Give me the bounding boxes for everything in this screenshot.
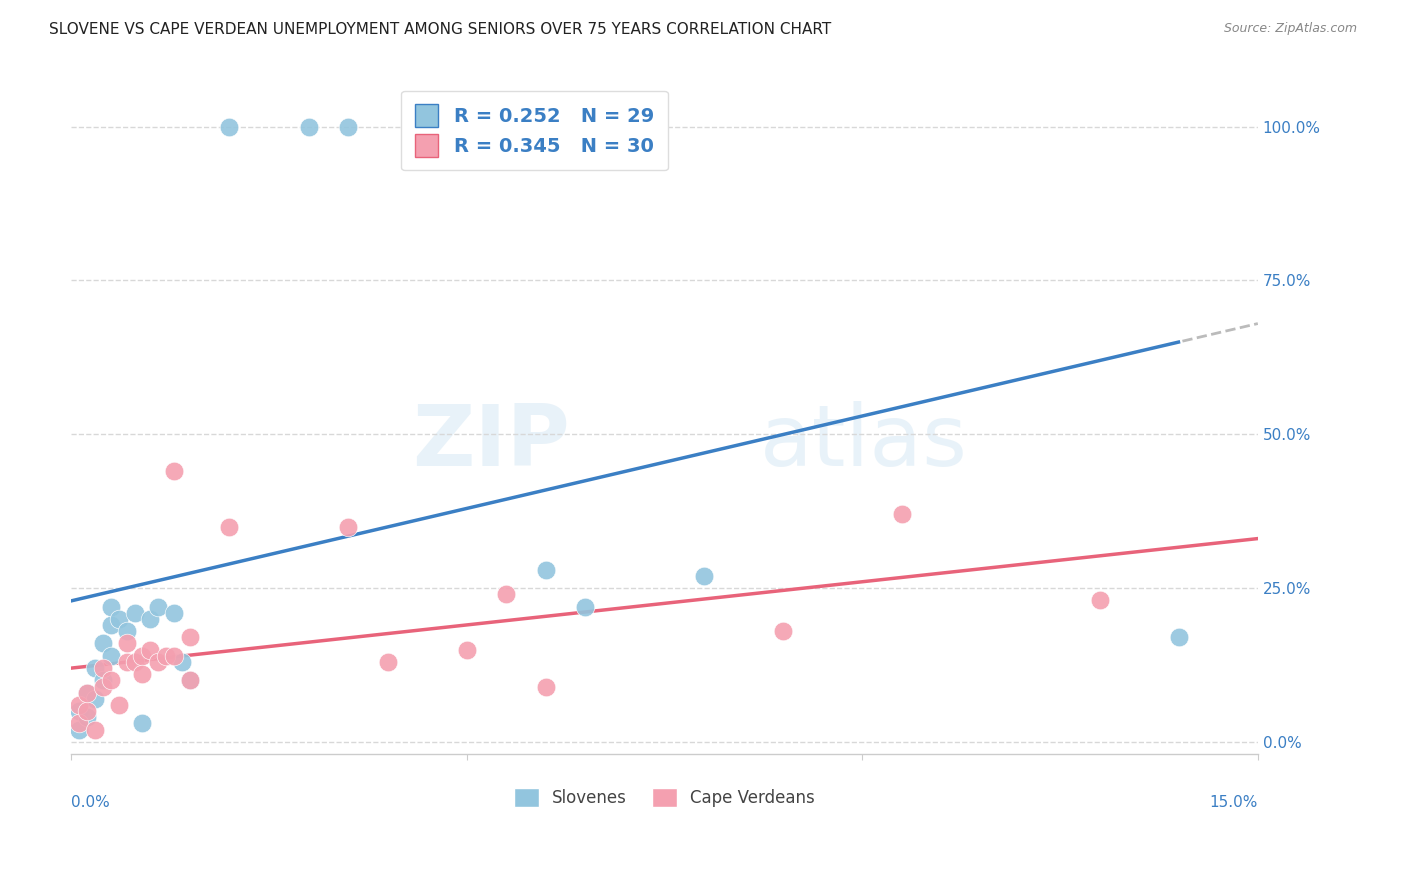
Point: [456, 642, 478, 657]
Point: [107, 612, 129, 626]
Point: [76, 704, 98, 718]
Point: [131, 716, 153, 731]
Point: [170, 655, 193, 669]
Point: [772, 624, 794, 639]
Point: [139, 642, 162, 657]
Point: [456, 120, 478, 134]
Point: [84, 723, 107, 737]
Point: [131, 648, 153, 663]
Point: [131, 667, 153, 681]
Point: [416, 120, 439, 134]
Point: [115, 655, 138, 669]
Point: [218, 519, 240, 533]
Point: [91, 680, 114, 694]
Point: [179, 630, 201, 644]
Point: [115, 636, 138, 650]
Point: [91, 661, 114, 675]
Point: [76, 686, 98, 700]
Text: SLOVENE VS CAPE VERDEAN UNEMPLOYMENT AMONG SENIORS OVER 75 YEARS CORRELATION CHA: SLOVENE VS CAPE VERDEAN UNEMPLOYMENT AMO…: [49, 22, 831, 37]
Legend: Slovenes, Cape Verdeans: Slovenes, Cape Verdeans: [508, 781, 823, 814]
Point: [67, 698, 90, 712]
Point: [84, 661, 107, 675]
Point: [890, 508, 912, 522]
Point: [67, 716, 90, 731]
Point: [1167, 630, 1189, 644]
Point: [179, 673, 201, 688]
Point: [100, 618, 122, 632]
Point: [107, 698, 129, 712]
Text: atlas: atlas: [759, 401, 967, 484]
Point: [148, 599, 170, 614]
Point: [179, 673, 201, 688]
Point: [100, 673, 122, 688]
Point: [67, 723, 90, 737]
Point: [100, 599, 122, 614]
Text: 15.0%: 15.0%: [1209, 795, 1258, 810]
Point: [163, 464, 186, 478]
Point: [67, 704, 90, 718]
Point: [495, 587, 517, 601]
Point: [155, 648, 177, 663]
Point: [76, 710, 98, 724]
Point: [91, 636, 114, 650]
Point: [163, 648, 186, 663]
Point: [534, 563, 557, 577]
Point: [124, 606, 146, 620]
Point: [84, 691, 107, 706]
Point: [337, 519, 360, 533]
Point: [148, 655, 170, 669]
Point: [139, 612, 162, 626]
Point: [124, 655, 146, 669]
Text: 0.0%: 0.0%: [72, 795, 110, 810]
Point: [693, 569, 716, 583]
Text: Source: ZipAtlas.com: Source: ZipAtlas.com: [1223, 22, 1357, 36]
Point: [218, 120, 240, 134]
Point: [534, 680, 557, 694]
Point: [377, 655, 399, 669]
Point: [1088, 593, 1111, 607]
Point: [91, 673, 114, 688]
Point: [297, 120, 319, 134]
Point: [337, 120, 360, 134]
Point: [76, 686, 98, 700]
Text: ZIP: ZIP: [412, 401, 569, 484]
Point: [163, 606, 186, 620]
Point: [100, 648, 122, 663]
Point: [574, 599, 596, 614]
Point: [115, 624, 138, 639]
